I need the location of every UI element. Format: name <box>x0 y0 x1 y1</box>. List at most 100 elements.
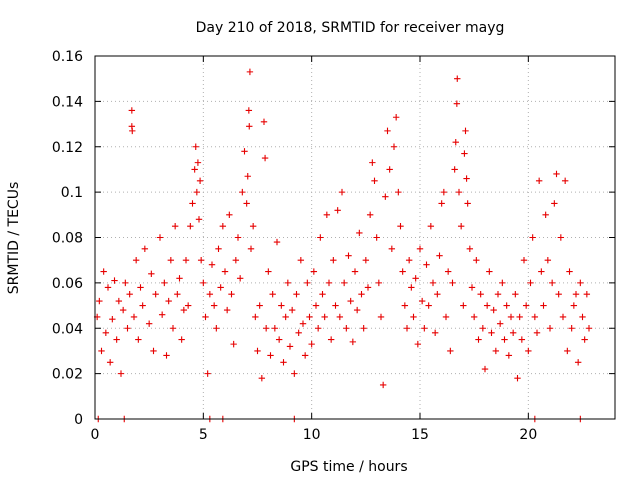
data-point <box>304 279 311 287</box>
data-point <box>553 170 560 178</box>
data-point <box>477 291 484 298</box>
data-point <box>449 279 456 287</box>
data-point <box>182 256 190 264</box>
data-point <box>223 306 231 314</box>
data-point <box>434 291 441 298</box>
data-point <box>468 284 476 291</box>
data-point <box>572 291 580 298</box>
data-point <box>431 329 439 336</box>
data-point <box>366 211 374 219</box>
data-point <box>243 200 250 207</box>
data-point <box>221 268 229 275</box>
data-point <box>192 143 199 150</box>
data-point <box>440 188 448 196</box>
data-point <box>364 284 372 291</box>
data-point <box>444 268 452 275</box>
data-point <box>418 297 426 305</box>
data-point <box>167 256 175 264</box>
data-point <box>145 320 153 327</box>
data-point <box>425 302 432 309</box>
data-point <box>429 279 437 287</box>
data-point <box>525 347 532 355</box>
data-point <box>483 302 491 309</box>
plot-frame <box>94 55 616 420</box>
data-point <box>152 291 159 298</box>
data-point <box>178 336 185 343</box>
data-point <box>570 302 578 309</box>
data-point <box>559 313 567 321</box>
data-point <box>293 291 300 298</box>
data-point <box>234 234 242 241</box>
x-axis-label: GPS time / hours <box>290 459 407 475</box>
data-point <box>196 177 204 184</box>
data-point <box>379 381 387 389</box>
data-point <box>577 279 584 287</box>
data-point <box>260 118 268 125</box>
data-point <box>340 279 348 287</box>
data-point <box>542 211 549 219</box>
data-point <box>388 245 396 253</box>
data-point <box>373 234 380 241</box>
data-point <box>254 347 261 355</box>
data-point <box>390 143 398 150</box>
data-point <box>219 222 227 230</box>
data-point <box>252 313 259 321</box>
data-point <box>306 313 313 321</box>
data-point <box>581 336 588 343</box>
data-point <box>128 107 136 114</box>
data-point <box>163 352 170 359</box>
data-point <box>109 315 116 323</box>
data-point <box>319 291 326 298</box>
data-point <box>228 291 235 298</box>
data-point <box>475 336 482 343</box>
data-point <box>184 302 192 309</box>
data-point <box>514 374 521 382</box>
y-tick-label: 0.12 <box>52 140 83 156</box>
data-point <box>321 313 328 321</box>
y-tick-label: 0.14 <box>52 94 83 110</box>
data-point <box>414 340 422 348</box>
data-point <box>174 291 181 298</box>
data-point <box>464 200 471 207</box>
data-point <box>395 188 402 196</box>
data-point <box>262 325 270 332</box>
data-point <box>191 166 198 173</box>
data-point <box>490 306 497 314</box>
data-point <box>334 207 341 214</box>
data-point <box>115 297 123 305</box>
data-point <box>261 154 269 162</box>
data-point <box>399 268 406 275</box>
data-point <box>271 325 279 332</box>
data-point <box>122 279 129 287</box>
data-point <box>280 359 287 366</box>
data-point <box>457 222 465 230</box>
data-point <box>461 150 468 157</box>
data-point <box>540 302 547 309</box>
data-point <box>531 313 539 321</box>
data-point <box>463 175 470 182</box>
data-point <box>583 291 591 298</box>
data-point <box>436 252 443 259</box>
data-point <box>256 302 263 309</box>
data-point <box>325 279 333 287</box>
data-point <box>351 268 359 275</box>
data-point <box>544 256 552 264</box>
data-point <box>100 268 107 275</box>
data-point <box>317 234 324 241</box>
data-point <box>269 291 276 298</box>
data-point <box>496 320 504 327</box>
data-point <box>132 256 140 264</box>
data-point <box>509 329 517 336</box>
data-point <box>518 336 526 343</box>
data-point <box>189 200 196 207</box>
data-point <box>546 325 554 332</box>
data-point <box>171 222 179 230</box>
data-point <box>566 268 573 275</box>
data-point <box>360 325 367 332</box>
data-point <box>208 261 216 268</box>
data-point <box>330 256 337 264</box>
data-point <box>200 279 207 287</box>
x-tick-label: 0 <box>91 427 100 443</box>
data-point <box>247 245 255 253</box>
